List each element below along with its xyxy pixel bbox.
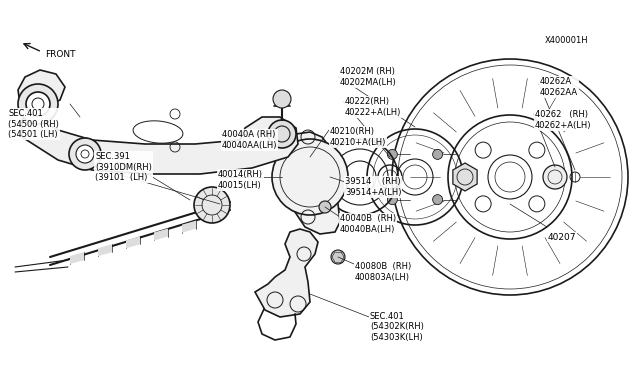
Text: 40222(RH)
40222+A(LH): 40222(RH) 40222+A(LH) xyxy=(345,97,401,117)
Polygon shape xyxy=(154,228,168,240)
Text: SEC.391
(3910DM(RH)
(39101  (LH): SEC.391 (3910DM(RH) (39101 (LH) xyxy=(95,152,152,182)
Circle shape xyxy=(69,138,101,170)
Circle shape xyxy=(76,145,94,163)
Polygon shape xyxy=(126,236,140,248)
Text: 40080B  (RH)
400803A(LH): 40080B (RH) 400803A(LH) xyxy=(355,262,412,282)
Text: 40040A (RH)
40040AA(LH): 40040A (RH) 40040AA(LH) xyxy=(222,130,278,150)
Circle shape xyxy=(331,250,345,264)
Text: 40040B  (RH)
40040BA(LH): 40040B (RH) 40040BA(LH) xyxy=(340,214,396,234)
Text: 40210(RH)
40210+A(LH): 40210(RH) 40210+A(LH) xyxy=(330,127,387,147)
Polygon shape xyxy=(98,244,112,256)
Circle shape xyxy=(387,150,397,159)
Circle shape xyxy=(18,84,58,124)
Text: FRONT: FRONT xyxy=(45,49,76,58)
Polygon shape xyxy=(453,163,477,191)
Text: 39514    (RH)
39514+A(LH): 39514 (RH) 39514+A(LH) xyxy=(345,177,401,197)
Polygon shape xyxy=(182,221,196,232)
Circle shape xyxy=(272,139,348,215)
Circle shape xyxy=(387,195,397,205)
Circle shape xyxy=(194,187,230,223)
Polygon shape xyxy=(70,252,84,264)
Circle shape xyxy=(433,195,443,205)
Circle shape xyxy=(433,150,443,159)
Polygon shape xyxy=(255,229,318,317)
Polygon shape xyxy=(18,70,298,174)
Text: SEC.401
(54302K(RH)
(54303K(LH): SEC.401 (54302K(RH) (54303K(LH) xyxy=(370,312,424,342)
Circle shape xyxy=(26,92,50,116)
Text: 40262   (RH)
40262+A(LH): 40262 (RH) 40262+A(LH) xyxy=(535,110,591,130)
Text: 40207: 40207 xyxy=(548,232,577,241)
Circle shape xyxy=(273,90,291,108)
Circle shape xyxy=(543,165,567,189)
Circle shape xyxy=(319,201,331,213)
Text: 40262A
40262AA: 40262A 40262AA xyxy=(540,77,578,97)
Polygon shape xyxy=(282,132,340,234)
Circle shape xyxy=(268,120,296,148)
Text: 40202M (RH)
40202MA(LH): 40202M (RH) 40202MA(LH) xyxy=(340,67,397,87)
Text: SEC.401
(54500 (RH)
(54501 (LH): SEC.401 (54500 (RH) (54501 (LH) xyxy=(8,109,59,139)
Text: X400001H: X400001H xyxy=(545,35,589,45)
Text: 40014(RH)
40015(LH): 40014(RH) 40015(LH) xyxy=(218,170,263,190)
